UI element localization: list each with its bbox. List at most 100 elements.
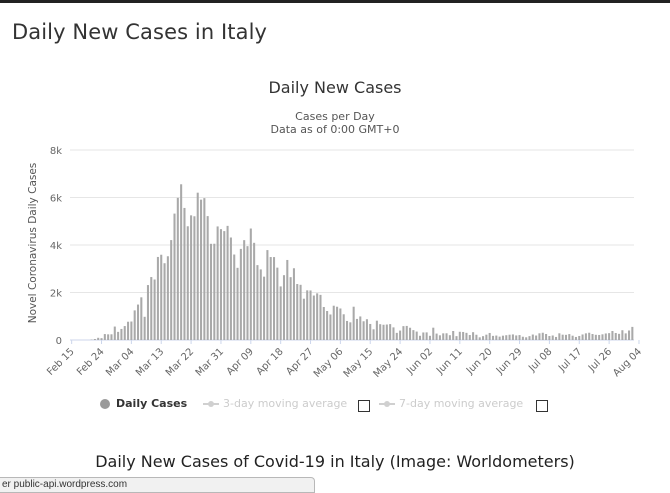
bar <box>290 277 292 340</box>
image-caption: Daily New Cases of Covid-19 in Italy (Im… <box>0 452 670 471</box>
y-axis-title: Novel Coronavirus Daily Cases <box>27 163 39 324</box>
x-tick-label: May 15 <box>342 346 376 380</box>
bar <box>117 332 119 340</box>
bar <box>572 336 574 340</box>
bar <box>522 337 524 340</box>
bar <box>485 335 487 340</box>
bar <box>343 314 345 340</box>
bar <box>502 336 504 340</box>
bar <box>528 336 530 340</box>
bar <box>459 332 461 340</box>
x-tick-label: May 06 <box>312 346 346 380</box>
x-tick-label: May 24 <box>372 346 406 380</box>
bar <box>210 244 212 340</box>
bar <box>349 322 351 340</box>
bar <box>379 324 381 340</box>
bar <box>419 336 421 340</box>
x-tick-label: Aug 04 <box>611 346 644 379</box>
bar <box>479 337 481 340</box>
bar <box>200 200 202 340</box>
legend-7day-average[interactable]: 7-day moving average <box>379 397 523 410</box>
bar <box>94 339 96 340</box>
bar <box>263 277 265 340</box>
bar <box>359 316 361 340</box>
bar <box>462 332 464 340</box>
bar <box>296 284 298 340</box>
bar <box>426 332 428 340</box>
legend-daily-cases-label: Daily Cases <box>116 397 187 410</box>
bar <box>237 268 239 340</box>
bar <box>585 333 587 340</box>
bar <box>130 322 132 340</box>
bar <box>286 260 288 340</box>
x-tick-label: Jun 29 <box>494 346 525 377</box>
bar <box>416 332 418 340</box>
bar <box>499 337 501 340</box>
bar <box>542 333 544 340</box>
bar <box>160 255 162 340</box>
x-tick-label: Jul 26 <box>586 346 614 374</box>
bar <box>319 295 321 340</box>
bar <box>173 214 175 340</box>
bar <box>369 324 371 340</box>
bar <box>260 269 262 340</box>
bar <box>595 335 597 340</box>
bar <box>306 290 308 340</box>
bar <box>180 184 182 340</box>
bar <box>157 257 159 340</box>
bar <box>442 333 444 340</box>
moving-average-line-icon <box>379 403 395 405</box>
bar <box>104 334 106 340</box>
y-tick-label: 8k <box>50 146 62 157</box>
bar <box>601 334 603 340</box>
bar <box>190 215 192 340</box>
bar <box>124 326 126 340</box>
bar <box>455 336 457 340</box>
x-tick-label: Jun 02 <box>404 346 435 377</box>
bar <box>505 335 507 340</box>
bar <box>303 299 305 340</box>
bar <box>512 334 514 340</box>
bar <box>127 322 129 340</box>
bar <box>203 198 205 340</box>
bar <box>392 327 394 340</box>
x-tick-label: Feb 15 <box>45 346 77 378</box>
bar <box>363 321 365 340</box>
bar <box>107 334 109 340</box>
bar <box>230 237 232 340</box>
bar <box>266 250 268 340</box>
bar <box>495 336 497 340</box>
bar <box>134 310 136 340</box>
bar <box>376 321 378 340</box>
x-tick-label: Jul 17 <box>556 346 584 374</box>
bar <box>611 331 613 340</box>
legend-daily-cases[interactable]: Daily Cases <box>100 397 187 410</box>
bar <box>396 333 398 340</box>
bar <box>207 216 209 340</box>
legend-3day-average[interactable]: 3-day moving average <box>203 397 347 410</box>
bar <box>552 335 554 340</box>
y-tick-label: 6k <box>50 194 62 205</box>
bar <box>323 307 325 340</box>
bar <box>310 290 312 340</box>
toggle-7day-average-checkbox[interactable] <box>536 399 548 412</box>
bar <box>276 268 278 340</box>
x-tick-label: Apr 18 <box>255 346 286 377</box>
bar <box>402 326 404 340</box>
toggle-3day-average-checkbox[interactable] <box>358 399 370 412</box>
bar <box>300 285 302 340</box>
bar <box>492 336 494 340</box>
bar <box>150 277 152 340</box>
bar <box>164 263 166 340</box>
bar <box>293 268 295 340</box>
bar <box>253 243 255 340</box>
bar <box>240 249 242 340</box>
bar <box>489 333 491 340</box>
bar <box>535 336 537 340</box>
bar <box>193 216 195 340</box>
bar <box>120 329 122 340</box>
bar <box>422 332 424 340</box>
bar <box>575 337 577 340</box>
bar <box>97 338 99 340</box>
x-tick-label: Mar 22 <box>164 346 196 378</box>
